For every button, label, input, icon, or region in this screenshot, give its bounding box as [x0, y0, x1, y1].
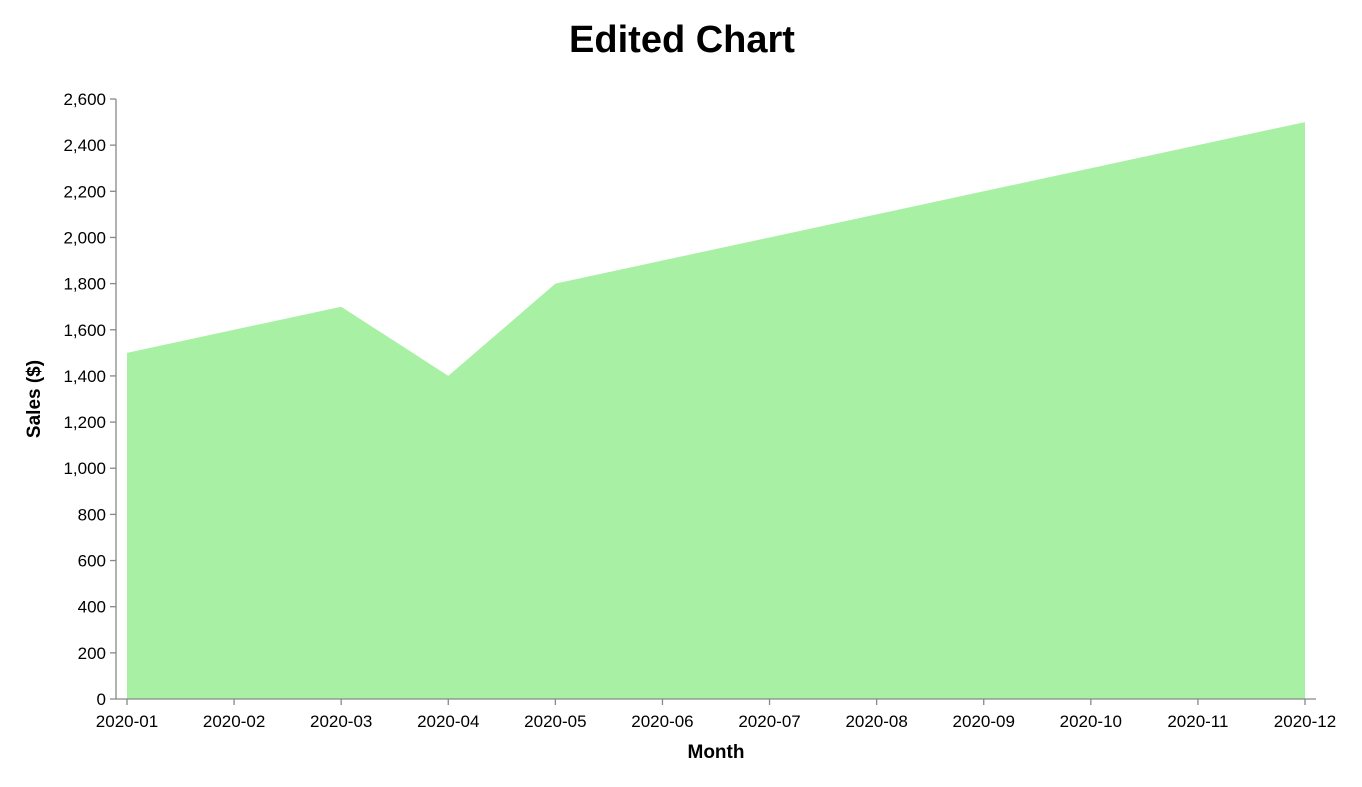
x-tick-label: 2020-10	[1060, 712, 1122, 731]
area-layer	[127, 122, 1305, 700]
y-tick-label: 2,600	[63, 90, 106, 109]
y-axis: 0 200 400 600 800 1,000 1,200 1,400 1,600 1,800 2,…	[63, 90, 117, 709]
y-tick-label: 600	[78, 552, 106, 571]
x-tick-label: 2020-11	[1167, 712, 1228, 731]
x-axis-title: Month	[688, 742, 745, 763]
y-tick-label: 1,400	[63, 367, 106, 386]
x-tick-label: 2020-03	[310, 712, 372, 731]
x-tick-label: 2020-07	[738, 712, 800, 731]
y-tick-label: 2,000	[63, 228, 106, 247]
x-tick-label: 2020-05	[524, 712, 586, 731]
x-tick-label: 2020-06	[631, 712, 693, 731]
x-tick-label: 2020-02	[203, 712, 265, 731]
y-tick-label: 800	[78, 505, 106, 524]
y-tick-label: 400	[78, 598, 106, 617]
x-tick-label: 2020-08	[845, 712, 907, 731]
y-tick-label: 1,800	[63, 275, 106, 294]
area-series-0	[127, 122, 1305, 700]
y-tick-label: 0	[97, 690, 106, 709]
x-ticks: 2020-01 2020-02 2020-03 2020-04 2020-05 2020-…	[96, 699, 1336, 731]
x-tick-label: 2020-04	[417, 712, 479, 731]
y-tick-label: 1,200	[63, 413, 106, 432]
x-axis: 2020-01 2020-02 2020-03 2020-04 2020-05 2020-…	[96, 698, 1336, 731]
x-tick-label: 2020-12	[1274, 712, 1336, 731]
y-tick-label: 2,400	[63, 136, 106, 155]
x-tick-label: 2020-01	[96, 712, 158, 731]
chart-title: Edited Chart	[569, 19, 795, 61]
y-axis-title: Sales ($)	[24, 360, 45, 438]
y-tick-label: 200	[78, 644, 106, 663]
y-tick-label: 2,200	[63, 182, 106, 201]
y-ticks: 0 200 400 600 800 1,000 1,200 1,400 1,600 1,800 2,…	[63, 90, 116, 709]
y-tick-label: 1,600	[63, 321, 106, 340]
y-tick-label: 1,000	[63, 459, 106, 478]
x-tick-label: 2020-09	[953, 712, 1015, 731]
